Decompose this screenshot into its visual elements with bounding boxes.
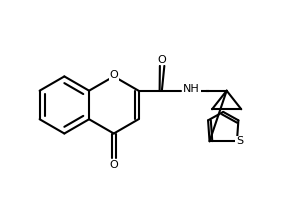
Text: O: O (158, 55, 167, 65)
Text: NH: NH (183, 84, 200, 94)
Text: O: O (110, 160, 118, 170)
Text: O: O (110, 70, 118, 80)
Text: S: S (236, 136, 243, 146)
